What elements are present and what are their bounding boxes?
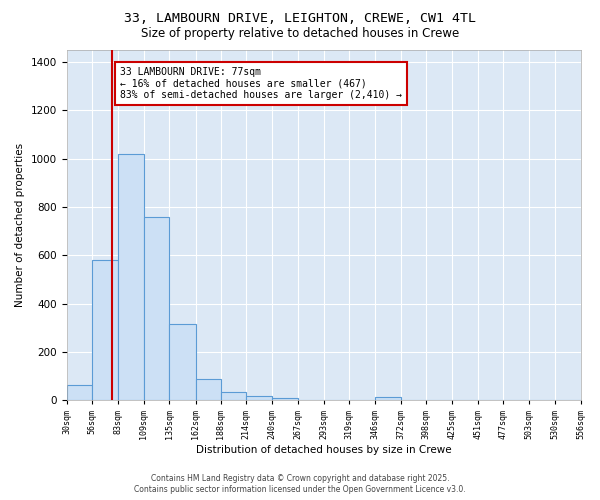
Text: Size of property relative to detached houses in Crewe: Size of property relative to detached ho… [141,28,459,40]
Text: 33 LAMBOURN DRIVE: 77sqm
← 16% of detached houses are smaller (467)
83% of semi-: 33 LAMBOURN DRIVE: 77sqm ← 16% of detach… [120,67,402,100]
Bar [67,384,92,400]
Text: 33, LAMBOURN DRIVE, LEIGHTON, CREWE, CW1 4TL: 33, LAMBOURN DRIVE, LEIGHTON, CREWE, CW1… [124,12,476,26]
Y-axis label: Number of detached properties: Number of detached properties [15,143,25,308]
Bar [376,398,401,400]
Bar [92,260,118,400]
Bar [144,217,169,400]
Bar [247,396,272,400]
Bar [169,324,196,400]
Bar [221,392,247,400]
Bar [118,154,144,400]
Bar [196,378,221,400]
X-axis label: Distribution of detached houses by size in Crewe: Distribution of detached houses by size … [196,445,451,455]
Text: Contains HM Land Registry data © Crown copyright and database right 2025.
Contai: Contains HM Land Registry data © Crown c… [134,474,466,494]
Bar [272,398,298,400]
